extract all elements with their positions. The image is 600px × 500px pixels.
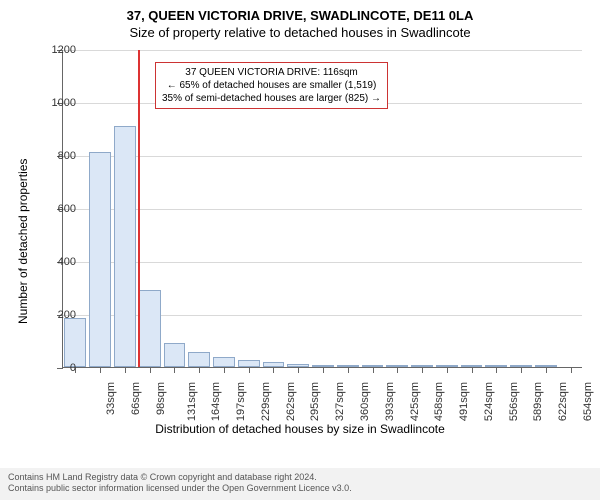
x-tick-label: 33sqm (105, 382, 117, 415)
x-tick-label: 229sqm (260, 382, 272, 421)
footer-line-2: Contains public sector information licen… (8, 483, 592, 495)
x-tick-label: 556sqm (508, 382, 520, 421)
plot-area: 37 QUEEN VICTORIA DRIVE: 116sqm ← 65% of… (62, 50, 582, 368)
x-axis-label: Distribution of detached houses by size … (0, 422, 600, 436)
chart-title-address: 37, QUEEN VICTORIA DRIVE, SWADLINCOTE, D… (0, 0, 600, 23)
annotation-box: 37 QUEEN VICTORIA DRIVE: 116sqm ← 65% of… (155, 62, 388, 109)
x-tick (422, 367, 423, 373)
histogram-bar (114, 126, 136, 367)
x-tick-label: 491sqm (458, 382, 470, 421)
x-tick (571, 367, 572, 373)
x-tick (298, 367, 299, 373)
x-tick (100, 367, 101, 373)
x-tick-label: 262sqm (285, 382, 297, 421)
x-tick-label: 197sqm (235, 382, 247, 421)
x-tick-label: 654sqm (582, 382, 594, 421)
footer-line-1: Contains HM Land Registry data © Crown c… (8, 472, 592, 484)
x-tick (472, 367, 473, 373)
gridline (63, 156, 582, 157)
x-tick (224, 367, 225, 373)
property-marker-line (138, 50, 140, 367)
histogram-bar (238, 360, 260, 367)
y-tick-label: 800 (36, 150, 76, 162)
x-tick-label: 164sqm (211, 382, 223, 421)
x-tick (348, 367, 349, 373)
y-tick-label: 200 (36, 309, 76, 321)
gridline (63, 262, 582, 263)
x-tick (447, 367, 448, 373)
x-tick (373, 367, 374, 373)
chart-title-subtitle: Size of property relative to detached ho… (0, 23, 600, 40)
y-tick-label: 1000 (36, 97, 76, 109)
x-tick (521, 367, 522, 373)
histogram-bar (213, 357, 235, 367)
histogram-bar (89, 152, 111, 367)
y-tick-label: 600 (36, 203, 76, 215)
x-tick-label: 425sqm (409, 382, 421, 421)
y-axis-label: Number of detached properties (16, 159, 30, 324)
x-tick-label: 131sqm (186, 382, 198, 421)
x-tick (150, 367, 151, 373)
x-tick (496, 367, 497, 373)
x-tick-label: 393sqm (384, 382, 396, 421)
histogram-bar (139, 290, 161, 367)
histogram-bar (64, 318, 86, 367)
x-tick-label: 360sqm (359, 382, 371, 421)
y-tick-label: 0 (36, 362, 76, 374)
y-tick-label: 1200 (36, 44, 76, 56)
x-tick (174, 367, 175, 373)
x-tick-label: 327sqm (334, 382, 346, 421)
y-tick-label: 400 (36, 256, 76, 268)
x-tick-label: 622sqm (557, 382, 569, 421)
gridline (63, 209, 582, 210)
x-tick (397, 367, 398, 373)
x-tick-label: 524sqm (483, 382, 495, 421)
x-tick-label: 295sqm (310, 382, 322, 421)
x-tick (125, 367, 126, 373)
gridline (63, 50, 582, 51)
annotation-line-2: ← 65% of detached houses are smaller (1,… (162, 79, 381, 92)
x-tick-label: 98sqm (155, 382, 167, 415)
histogram-bar (164, 343, 186, 367)
histogram-bar (188, 352, 210, 367)
x-tick-label: 458sqm (433, 382, 445, 421)
annotation-line-3: 35% of semi-detached houses are larger (… (162, 92, 381, 105)
annotation-line-1: 37 QUEEN VICTORIA DRIVE: 116sqm (162, 66, 381, 79)
x-tick (546, 367, 547, 373)
x-tick-label: 589sqm (532, 382, 544, 421)
footer-attribution: Contains HM Land Registry data © Crown c… (0, 468, 600, 500)
x-tick (323, 367, 324, 373)
x-tick-label: 66sqm (130, 382, 142, 415)
histogram-chart: Number of detached properties 37 QUEEN V… (0, 44, 600, 434)
x-tick (273, 367, 274, 373)
x-tick (199, 367, 200, 373)
x-tick (249, 367, 250, 373)
